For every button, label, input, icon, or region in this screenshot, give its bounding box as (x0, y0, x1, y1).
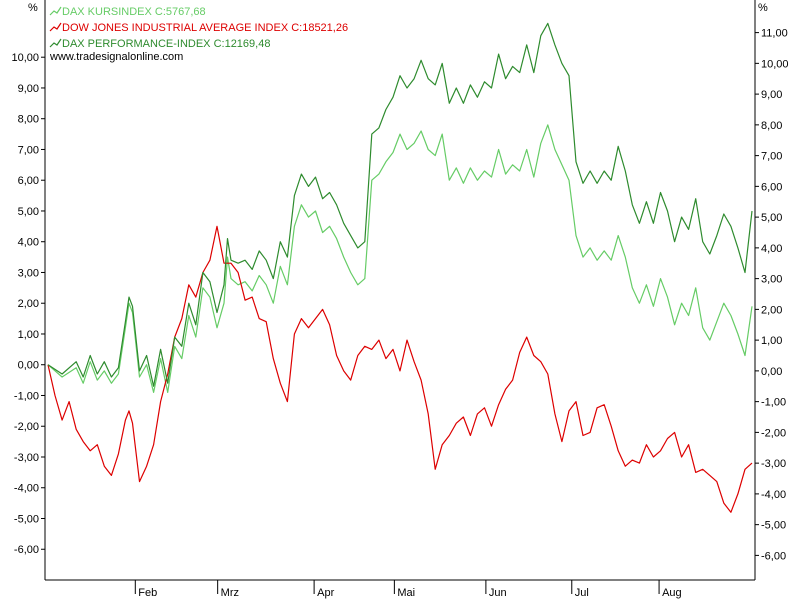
left-tick-label: 10,00 (11, 52, 39, 64)
x-tick-label: Jul (575, 587, 589, 599)
left-tick-label: -2,00 (14, 421, 39, 433)
left-tick-label: -6,00 (14, 544, 39, 556)
right-tick-label: 11,00 (761, 28, 788, 40)
legend: DAX KURSINDEX C:5767,68 DOW JONES INDUSTR… (49, 6, 348, 50)
right-tick-label: -5,00 (761, 520, 786, 532)
left-tick-label: -5,00 (14, 513, 39, 525)
right-tick-label: 9,00 (761, 89, 782, 101)
left-tick-label: -4,00 (14, 483, 39, 495)
right-tick-label: -6,00 (761, 550, 786, 562)
left-tick-label: -3,00 (14, 452, 39, 464)
right-tick-label: 2,00 (761, 304, 782, 316)
legend-entry-3: DAX PERFORMANCE-INDEX C:12169,48 (62, 38, 270, 50)
right-tick-label: -4,00 (761, 489, 786, 501)
legend-swatch-2 (49, 22, 62, 32)
left-tick-label: 9,00 (18, 83, 39, 95)
right-tick-label: 7,00 (761, 151, 782, 163)
right-unit-label: % (758, 2, 768, 14)
axes-frame (44, 0, 756, 581)
right-tick-label: 8,00 (761, 120, 782, 132)
series-line-1 (47, 124, 753, 393)
series-lines (47, 22, 753, 513)
left-tick-label: 7,00 (18, 144, 39, 156)
left-tick-label: 0,00 (18, 360, 39, 372)
right-tick-label: 3,00 (761, 274, 782, 286)
series-line-3 (47, 22, 753, 387)
left-tick-label: 2,00 (18, 298, 39, 310)
right-tick-label: 6,00 (761, 181, 782, 193)
left-tick-label: 8,00 (18, 114, 39, 126)
x-tick-label: Mai (397, 587, 415, 599)
x-tick-label: Aug (662, 587, 682, 599)
series-line-2 (47, 225, 753, 513)
x-tick-label: Feb (138, 587, 157, 599)
legend-entry-2: DOW JONES INDUSTRIAL AVERAGE INDEX C:185… (62, 22, 348, 34)
source-label: www.tradesignalonline.com (49, 51, 183, 63)
left-tick-label: 5,00 (18, 206, 39, 218)
right-tick-label: 0,00 (761, 366, 782, 378)
legend-entry-1: DAX KURSINDEX C:5767,68 (62, 6, 206, 18)
x-tick-label: Mrz (221, 587, 239, 599)
right-y-axis: 11,00 10,00 9,00 8,00 7,00 6,00 5,00 4,00 3,00 2,… (755, 28, 789, 562)
right-tick-label: 1,00 (761, 335, 782, 347)
left-tick-label: 3,00 (18, 267, 39, 279)
x-axis: Feb Mrz Apr Mai Jun Jul Aug (134, 580, 682, 599)
right-tick-label: 10,00 (761, 58, 789, 70)
right-tick-label: 4,00 (761, 243, 782, 255)
left-tick-label: 6,00 (18, 175, 39, 187)
legend-swatch-3 (49, 38, 62, 48)
right-tick-label: 5,00 (761, 212, 782, 224)
left-tick-label: 1,00 (18, 329, 39, 341)
left-tick-label: -1,00 (14, 390, 39, 402)
right-tick-label: -3,00 (761, 458, 786, 470)
left-unit-label: % (28, 2, 38, 14)
left-y-axis: 10,00 9,00 8,00 7,00 6,00 5,00 4,00 3,00 2,00 1,0… (11, 52, 45, 556)
right-tick-label: -1,00 (761, 397, 786, 409)
x-tick-label: Apr (317, 587, 334, 599)
legend-swatch-1 (49, 6, 62, 16)
x-tick-label: Jun (489, 587, 507, 599)
left-tick-label: 4,00 (18, 237, 39, 249)
right-tick-label: -2,00 (761, 427, 786, 439)
